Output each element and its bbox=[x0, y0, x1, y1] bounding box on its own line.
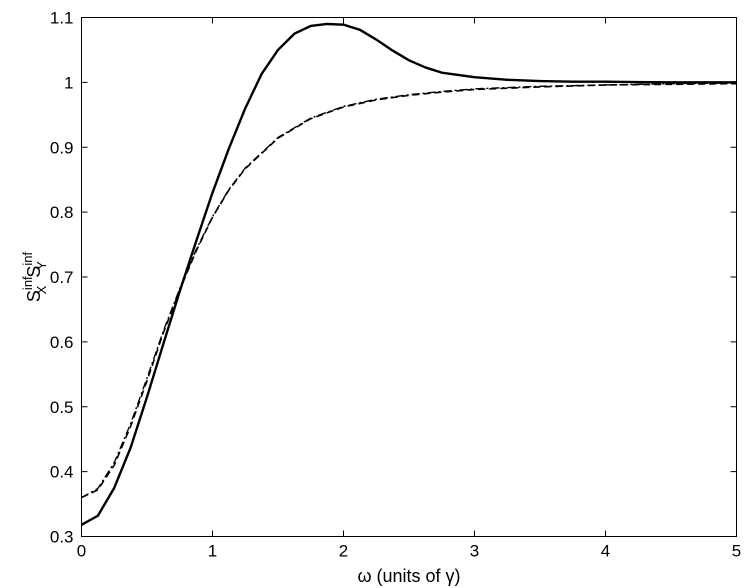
y-tick-label: 1 bbox=[64, 73, 73, 92]
plot-frame bbox=[81, 17, 737, 537]
y-label-sub-2: Y bbox=[34, 261, 49, 270]
series-line-dashdot bbox=[81, 82, 737, 499]
y-tick-label: 0.5 bbox=[50, 398, 74, 417]
x-tick-label: 1 bbox=[208, 542, 217, 561]
y-tick-label: 0.7 bbox=[50, 268, 74, 287]
x-tick-label: 0 bbox=[77, 542, 86, 561]
y-label-sup-1: inf bbox=[20, 276, 35, 290]
y-tick-label: 1.1 bbox=[50, 9, 74, 28]
x-axis-label: ω (units of γ) bbox=[357, 566, 460, 586]
x-tick-label: 4 bbox=[601, 542, 610, 561]
y-label-base-2: S bbox=[24, 266, 44, 278]
y-tick-label: 0.4 bbox=[50, 463, 74, 482]
series-line-dash bbox=[81, 82, 737, 499]
y-tick-label: 0.9 bbox=[50, 138, 74, 157]
y-tick-label: 0.6 bbox=[50, 333, 74, 352]
y-tick-label: 0.3 bbox=[50, 528, 74, 547]
x-tick-label: 2 bbox=[339, 542, 348, 561]
y-tick-label: 0.8 bbox=[50, 203, 74, 222]
y-label-base-1: S bbox=[24, 290, 44, 302]
x-tick-label: 3 bbox=[470, 542, 479, 561]
x-tick-label: 5 bbox=[732, 542, 741, 561]
tick-layer: 0 1 2 3 4 5 0.3 0.4 0.5 0.6 0.7 0.8 0.9 1 1.1 bbox=[50, 9, 741, 561]
y-label-sup-2: inf bbox=[20, 252, 35, 266]
y-axis-label: SinfXSinfY bbox=[20, 252, 49, 303]
y-label-sub-1: X bbox=[34, 285, 49, 294]
series-layer bbox=[80, 22, 737, 526]
series-line-solid bbox=[80, 22, 737, 526]
